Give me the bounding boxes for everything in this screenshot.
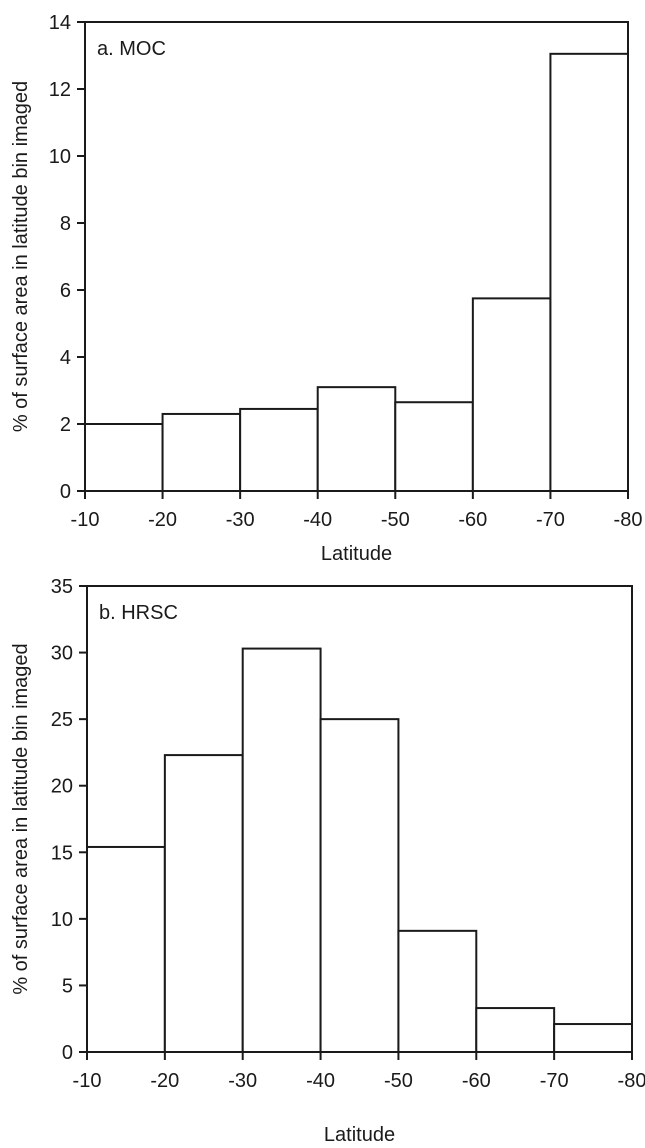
histogram-bar: [161, 412, 242, 493]
y-tick-label: 0: [62, 1042, 73, 1064]
y-tick-label: 35: [51, 576, 73, 598]
y-axis-label: % of surface area in latitude bin imaged: [10, 643, 32, 994]
panel-title: b. HRSC: [99, 602, 178, 624]
y-tick-label: 2: [60, 414, 71, 436]
x-axis-label: Latitude: [324, 1124, 395, 1146]
y-tick-label: 4: [60, 347, 71, 369]
y-tick-label: 30: [51, 643, 73, 665]
x-tick-label: -20: [148, 509, 177, 531]
x-tick-label: -70: [536, 509, 565, 531]
y-tick-label: 25: [51, 709, 73, 731]
histogram-bar: [241, 647, 322, 1053]
plot-frame: [86, 585, 633, 1053]
x-tick-label: -60: [458, 509, 487, 531]
histogram-bar: [239, 407, 319, 492]
y-tick-label: 10: [49, 146, 71, 168]
histogram-bar: [163, 754, 244, 1053]
chart-panel-moc: 0 2 4 6 8 10 12 14 -10 -20 -30 -40 -50 -60 -70 -80 a. MO…: [10, 12, 642, 565]
x-tick-label: -70: [540, 1070, 569, 1092]
y-tick-label: 0: [60, 481, 71, 503]
histogram-bar: [553, 1023, 634, 1054]
x-tick-label: -80: [614, 509, 643, 531]
y-tick-label: 5: [62, 975, 73, 997]
plot-frame: [84, 21, 629, 492]
x-axis-label: Latitude: [321, 543, 392, 565]
x-tick-label: -50: [381, 509, 410, 531]
y-tick-label: 8: [60, 213, 71, 235]
panel-title: a. MOC: [97, 38, 166, 60]
x-tick-label: -40: [306, 1070, 335, 1092]
y-tick-label: 10: [51, 909, 73, 931]
y-tick-label: 12: [49, 79, 71, 101]
histogram-bar: [319, 718, 400, 1054]
x-tick-label: -10: [71, 509, 100, 531]
histogram-bar: [475, 1007, 556, 1054]
x-tick-label: -50: [384, 1070, 413, 1092]
x-tick-label: -30: [228, 1070, 257, 1092]
histogram-bar: [394, 401, 474, 493]
x-tick-label: -80: [618, 1070, 645, 1092]
histogram-bar: [84, 423, 164, 492]
y-tick-label: 6: [60, 280, 71, 302]
histogram-bar: [471, 297, 552, 492]
y-tick-label: 15: [51, 842, 73, 864]
x-tick-label: -30: [226, 509, 255, 531]
histogram-bar: [316, 386, 397, 492]
chart-panel-hrsc: 0 5 10 15 20 25 30 35 -10 -20 -30 -40 -50 -60 -70 -80 b.…: [10, 576, 645, 1146]
x-tick-label: -60: [462, 1070, 491, 1092]
histogram-bar: [549, 52, 630, 492]
y-axis-label: % of surface area in latitude bin imaged: [10, 81, 32, 432]
y-tick-label: 14: [49, 12, 71, 34]
y-tick-label: 20: [51, 776, 73, 798]
x-tick-label: -20: [150, 1070, 179, 1092]
histogram-bar: [397, 929, 478, 1054]
histogram-bar: [86, 845, 166, 1054]
x-tick-label: -10: [73, 1070, 102, 1092]
x-tick-label: -40: [303, 509, 332, 531]
